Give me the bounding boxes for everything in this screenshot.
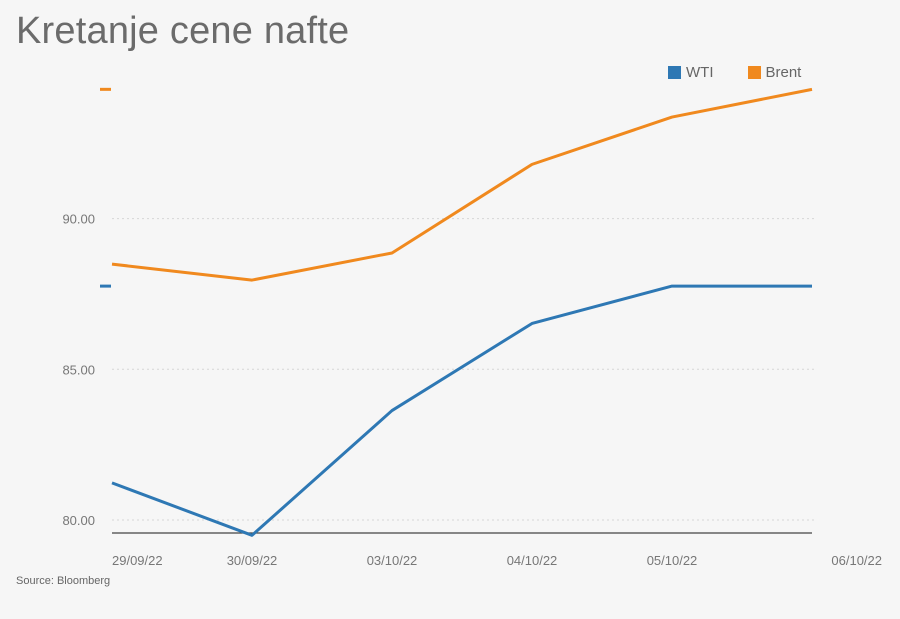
chart-title: Kretanje cene nafte xyxy=(16,10,350,52)
series-line-wti xyxy=(111,284,812,537)
y-tick-label: 80.00 xyxy=(62,513,95,528)
x-tick-label: 05/10/22 xyxy=(647,553,698,568)
x-tick-label: 03/10/22 xyxy=(367,553,418,568)
y-tick-label: 90.00 xyxy=(62,212,95,227)
legend-item-brent: Brent xyxy=(747,64,802,81)
legend-item-wti: WTI xyxy=(668,64,714,81)
x-tick-label: 30/09/22 xyxy=(227,553,278,568)
legend-label-brent: Brent xyxy=(765,64,802,81)
y-tick-label: 85.00 xyxy=(62,362,95,377)
legend: WTI Brent xyxy=(668,64,835,81)
x-tick-label: 29/09/22 xyxy=(112,553,163,568)
legend-swatch-brent xyxy=(747,66,761,79)
legend-label-wti: WTI xyxy=(686,64,714,81)
x-tick-label: 04/10/22 xyxy=(507,553,558,568)
legend-swatch-wti xyxy=(668,66,681,79)
source-note: Source: Bloomberg xyxy=(16,575,111,587)
x-tick-label: 06/10/22 xyxy=(831,553,882,568)
series-line-brent xyxy=(111,87,813,282)
